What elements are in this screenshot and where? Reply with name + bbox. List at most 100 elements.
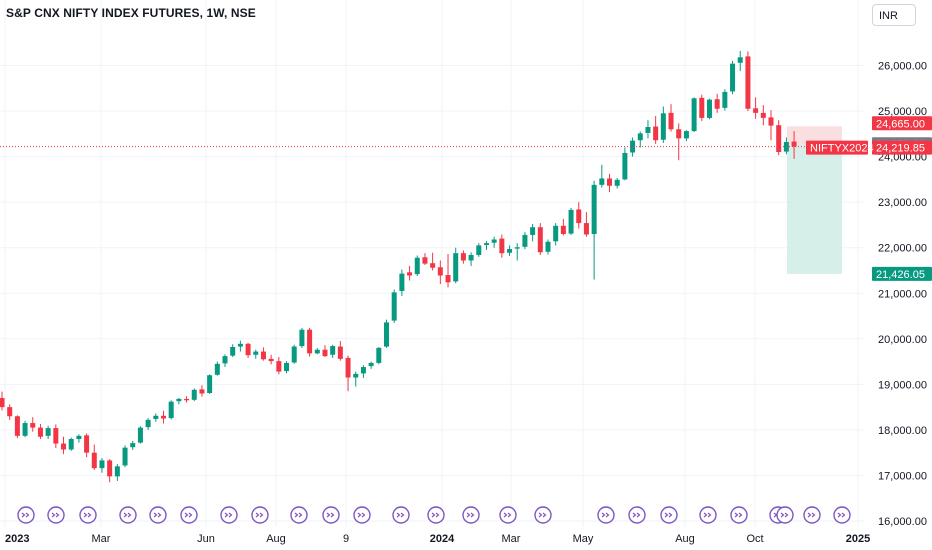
candle-body	[407, 272, 413, 276]
y-tick-label: 17,000.00	[878, 470, 927, 482]
x-tick-label: Jun	[197, 533, 215, 545]
candle-body	[430, 263, 436, 268]
x-tick-label: May	[573, 533, 594, 545]
candle-body	[683, 131, 689, 139]
candle-body	[22, 423, 28, 436]
candle-body	[499, 238, 505, 254]
event-marker-icon	[462, 506, 480, 524]
event-marker-icon	[79, 506, 97, 524]
event-marker-icon	[628, 506, 646, 524]
y-tick-label: 26,000.00	[878, 61, 927, 73]
candle-body	[145, 419, 151, 428]
event-marker-icon	[180, 506, 198, 524]
x-tick-label: 2023	[5, 533, 29, 545]
candle-body	[199, 389, 205, 394]
candle-body	[414, 257, 420, 275]
x-tick-label: Mar	[502, 533, 521, 545]
candle-body	[168, 401, 174, 419]
event-marker-icon	[17, 506, 35, 524]
candle-body	[84, 435, 90, 453]
y-tick-label: 16,000.00	[878, 516, 927, 528]
candle-body	[706, 99, 712, 118]
candle-body	[291, 346, 297, 363]
candle-body	[622, 152, 628, 180]
event-marker-icon	[47, 506, 65, 524]
candle-body	[730, 63, 736, 92]
candle-body	[468, 254, 474, 261]
candle-body	[653, 126, 659, 141]
currency-button[interactable]: INR	[872, 4, 916, 26]
event-marker-icon	[251, 506, 269, 524]
candle-body	[691, 98, 697, 132]
candle-body	[560, 225, 566, 235]
candle-body	[645, 126, 651, 133]
candle-body	[545, 241, 551, 252]
event-marker-icon	[353, 506, 371, 524]
candle-body	[760, 112, 766, 118]
chart-title: S&P CNX NIFTY INDEX FUTURES, 1W, NSE	[6, 6, 256, 20]
candle-body	[737, 57, 743, 63]
candle-body	[268, 358, 274, 362]
candle-body	[576, 209, 582, 224]
candle-body	[476, 245, 482, 255]
x-tick-label: 2024	[430, 533, 455, 545]
candle-body	[745, 56, 751, 109]
candle-body	[437, 267, 443, 276]
candle-body	[122, 447, 128, 466]
candle-body	[191, 389, 197, 400]
candle-body	[607, 178, 613, 186]
candle-body	[753, 108, 759, 113]
candle-body	[207, 375, 213, 394]
event-marker-icon	[776, 506, 794, 524]
candle-body	[568, 209, 574, 234]
candle-body	[153, 415, 159, 419]
event-marker-icon	[597, 506, 615, 524]
candle-body	[391, 292, 397, 321]
candle-body	[53, 428, 59, 444]
event-marker-icon	[534, 506, 552, 524]
price-label-stop-loss: 24,665.00	[872, 116, 932, 131]
event-marker-icon	[220, 506, 238, 524]
svg-text:24,219.85: 24,219.85	[876, 143, 925, 155]
candle-body	[284, 362, 290, 372]
candle-body	[453, 253, 459, 282]
event-marker-icon	[499, 506, 517, 524]
candle-body	[61, 443, 67, 450]
candle-body	[137, 427, 143, 443]
candle-body	[322, 349, 328, 357]
candle-body	[30, 423, 36, 428]
candle-body	[0, 398, 5, 408]
event-marker-icon	[833, 506, 851, 524]
x-tick-label: Mar	[92, 533, 111, 545]
candle-body	[245, 343, 251, 356]
candle-body	[699, 97, 705, 118]
candle-body	[99, 460, 105, 469]
event-marker-icon	[699, 506, 717, 524]
x-tick-label: Oct	[746, 533, 763, 545]
y-tick-label: 18,000.00	[878, 425, 927, 437]
candle-body	[314, 349, 320, 354]
candle-body	[599, 178, 605, 185]
event-marker-icon	[427, 506, 445, 524]
candle-body	[768, 117, 774, 126]
candle-body	[68, 439, 74, 450]
candle-body	[399, 273, 405, 291]
profit-target-zone	[787, 145, 842, 274]
candle-body	[507, 249, 513, 253]
candle-body	[445, 275, 451, 283]
candle-body	[130, 443, 136, 448]
candle-body	[299, 329, 305, 347]
event-marker-icon	[803, 506, 821, 524]
candle-body	[384, 322, 389, 347]
y-tick-label: 25,000.00	[878, 106, 927, 118]
candle-body	[537, 227, 543, 253]
candle-body	[460, 253, 466, 261]
candle-body	[260, 351, 266, 360]
candle-body	[360, 367, 366, 374]
candle-body	[591, 184, 597, 235]
candle-body	[676, 129, 682, 139]
x-tick-label: Aug	[266, 533, 286, 545]
y-tick-label: 20,000.00	[878, 334, 927, 346]
